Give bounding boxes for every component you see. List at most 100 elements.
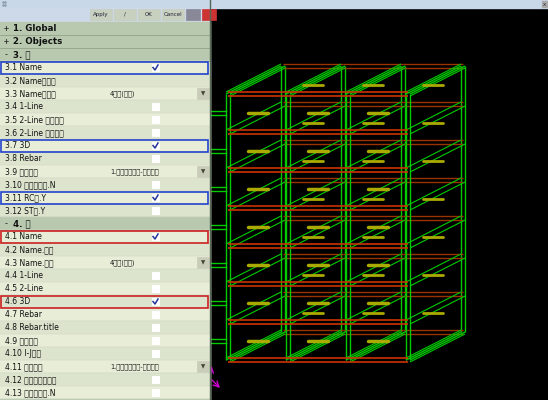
Text: 3.5 2-Line 上置實線: 3.5 2-Line 上置實線	[5, 115, 64, 124]
Bar	[0, 0, 548, 8]
Text: 1.多鬚置配筋量-分析模式: 1.多鬚置配筋量-分析模式	[110, 168, 158, 175]
Bar	[197, 361, 209, 372]
Text: 4.7 Rebar: 4.7 Rebar	[5, 310, 42, 319]
Bar	[152, 194, 159, 201]
Bar	[152, 285, 159, 292]
Bar	[0, 126, 210, 139]
Bar	[152, 103, 159, 110]
Bar	[0, 347, 210, 360]
Text: -: -	[4, 219, 9, 228]
Bar	[0, 308, 210, 321]
Bar	[197, 257, 209, 268]
Bar	[152, 324, 159, 331]
Bar	[0, 152, 210, 165]
Text: 4.13 樓層樑編號.N: 4.13 樓層樑編號.N	[5, 388, 55, 397]
Text: 1. Global: 1. Global	[13, 24, 56, 33]
Text: 3.10 樓層住編號.N: 3.10 樓層住編號.N	[5, 180, 55, 189]
Text: 4.2 Name.樣名: 4.2 Name.樣名	[5, 245, 54, 254]
Bar	[1, 296, 208, 308]
Bar	[152, 64, 159, 71]
Bar	[0, 386, 210, 399]
Bar	[152, 116, 159, 123]
Bar	[0, 230, 210, 243]
Bar	[152, 155, 159, 162]
Bar	[0, 74, 210, 87]
Bar	[152, 233, 159, 240]
Bar	[152, 350, 159, 357]
Bar	[152, 129, 159, 136]
Text: OK: OK	[145, 12, 153, 17]
Bar	[0, 269, 210, 282]
Bar	[162, 9, 184, 20]
Text: 2. Objects: 2. Objects	[13, 37, 62, 46]
Bar	[0, 295, 210, 308]
Bar	[0, 321, 210, 334]
Text: +: +	[4, 24, 9, 33]
Bar	[1, 230, 208, 242]
Text: Cancel: Cancel	[164, 12, 182, 17]
Text: ▼: ▼	[201, 91, 205, 96]
Bar	[0, 22, 210, 35]
Text: 3.8 Rebar: 3.8 Rebar	[5, 154, 42, 163]
Text: ▼: ▼	[201, 169, 205, 174]
Bar	[542, 1, 547, 7]
Text: 3. 住: 3. 住	[13, 50, 31, 59]
Text: 4.1 Name: 4.1 Name	[5, 232, 42, 241]
Text: +: +	[4, 37, 9, 46]
Bar	[0, 191, 210, 204]
Bar	[0, 360, 210, 373]
Text: 3.1 Name: 3.1 Name	[5, 63, 42, 72]
Text: 4.5 2-Line: 4.5 2-Line	[5, 284, 43, 293]
Text: 4.12 顯示水平子筋口: 4.12 顯示水平子筋口	[5, 375, 56, 384]
Bar	[0, 35, 210, 48]
Bar	[0, 282, 210, 295]
Bar	[1, 192, 208, 204]
Text: 4.9 配筋標記: 4.9 配筋標記	[5, 336, 38, 345]
Bar	[0, 8, 210, 22]
Bar	[0, 165, 210, 178]
Text: 3.9 配筋排列: 3.9 配筋排列	[5, 167, 38, 176]
Bar	[0, 256, 210, 269]
Text: 4.3 Name.樣式: 4.3 Name.樣式	[5, 258, 54, 267]
Text: ▼: ▼	[201, 260, 205, 265]
Bar	[152, 389, 159, 396]
Bar	[152, 337, 159, 344]
Bar	[90, 9, 112, 20]
Text: 4.4 1-Line: 4.4 1-Line	[5, 271, 43, 280]
Bar	[0, 178, 210, 191]
Bar	[152, 311, 159, 318]
Bar	[202, 9, 216, 20]
Bar	[0, 48, 210, 61]
Text: 3.12 ST住.Y: 3.12 ST住.Y	[5, 206, 45, 215]
Bar	[1, 62, 208, 74]
Text: 3.3 Name之樣式: 3.3 Name之樣式	[5, 89, 56, 98]
Bar	[0, 87, 210, 100]
Text: -: -	[4, 50, 9, 59]
Text: /: /	[124, 12, 126, 17]
Bar	[152, 181, 159, 188]
Bar	[152, 142, 159, 149]
Text: 3.7 3D: 3.7 3D	[5, 141, 30, 150]
Text: 1.多鬚置配筋量-分析模式: 1.多鬚置配筋量-分析模式	[110, 363, 158, 370]
Bar	[0, 204, 210, 217]
Bar	[152, 272, 159, 279]
Text: Apply: Apply	[93, 12, 109, 17]
Bar	[1, 140, 208, 152]
Bar	[152, 207, 159, 214]
Text: 3.4 1-Line: 3.4 1-Line	[5, 102, 43, 111]
Text: 4組組(斷面): 4組組(斷面)	[110, 90, 135, 97]
Text: 3.11 RC住.Y: 3.11 RC住.Y	[5, 193, 46, 202]
Text: 4.10 I-J方向: 4.10 I-J方向	[5, 349, 41, 358]
Text: 4. 樑: 4. 樑	[13, 219, 31, 228]
Text: 4.8 Rebar.title: 4.8 Rebar.title	[5, 323, 59, 332]
Bar	[152, 376, 159, 383]
Bar	[0, 217, 210, 230]
Bar	[0, 61, 210, 74]
Bar	[186, 9, 200, 20]
Bar	[152, 298, 159, 305]
Bar	[138, 9, 160, 20]
Bar	[0, 243, 210, 256]
Bar	[0, 334, 210, 347]
Bar	[210, 0, 548, 400]
Text: x: x	[543, 2, 546, 6]
